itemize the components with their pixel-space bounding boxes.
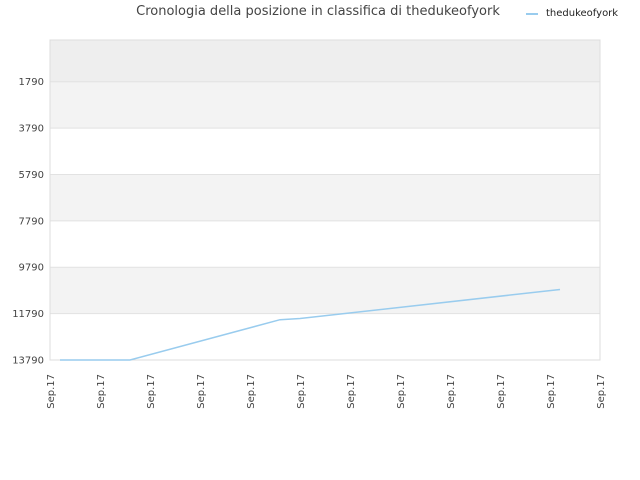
y-axis: 1790 3790 5790 7790 9790 11790 13790: [12, 77, 44, 366]
legend: thedukeofyork: [526, 8, 618, 19]
x-tick-label: Sep.17: [196, 374, 207, 409]
plot-band: [50, 81, 600, 129]
x-tick-label: Sep.17: [546, 374, 557, 409]
x-tick-label: Sep.17: [396, 374, 407, 409]
plot-band: [50, 174, 600, 221]
x-tick-label: Sep.17: [246, 374, 257, 409]
legend-label: thedukeofyork: [546, 8, 619, 19]
y-tick-label: 13790: [12, 356, 44, 367]
series-line-thedukeofyork: [60, 288, 561, 361]
plot-band: [50, 267, 600, 314]
plot-band: [50, 220, 600, 268]
plot-frame: [49, 39, 601, 361]
y-tick-label: 5790: [19, 170, 44, 181]
x-axis: Sep.17 Sep.17 Sep.17 Sep.17 Sep.17 Sep.17 Sep.…: [46, 374, 607, 409]
x-tick-label: Sep.17: [346, 374, 357, 409]
x-tick-label: Sep.17: [446, 374, 457, 409]
series-layer: [60, 288, 561, 361]
x-tick-label: Sep.17: [146, 374, 157, 409]
plot-band: [50, 128, 600, 175]
y-tick-label: 1790: [19, 77, 44, 88]
y-tick-label: 7790: [19, 216, 44, 227]
x-tick-label: Sep.17: [46, 374, 57, 409]
plot-band: [50, 313, 600, 360]
y-tick-label: 3790: [19, 124, 44, 135]
x-tick-label: Sep.17: [296, 374, 307, 409]
y-tick-label: 9790: [19, 263, 44, 274]
y-tick-label: 11790: [12, 309, 44, 320]
x-tick-label: Sep.17: [96, 374, 107, 409]
plot-bands: [50, 40, 600, 360]
x-tick-label: Sep.17: [596, 374, 607, 409]
x-tick-label: Sep.17: [496, 374, 507, 409]
plot-band: [50, 40, 600, 82]
chart-title: Cronologia della posizione in classifica…: [136, 4, 500, 19]
legend-swatch: [526, 12, 538, 15]
